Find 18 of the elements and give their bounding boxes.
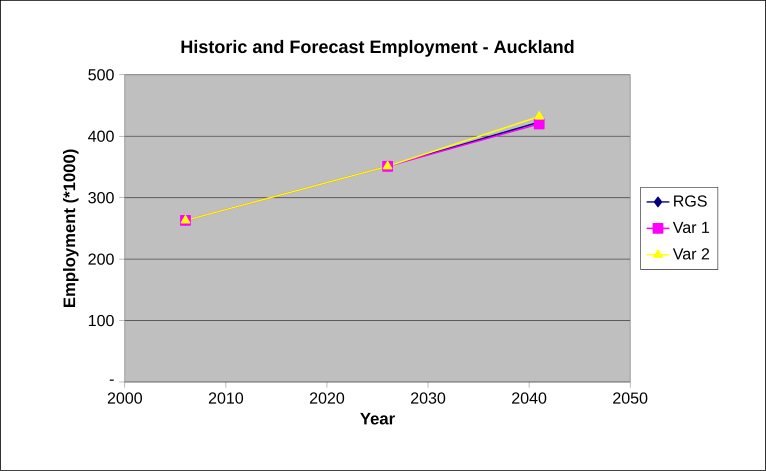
- y-tick-label: -: [110, 380, 114, 381]
- y-tick-label: 100: [88, 314, 114, 326]
- y-tick-label: 500: [88, 69, 114, 81]
- chart-title: Historic and Forecast Employment - Auckland: [182, 40, 574, 57]
- y-axis-title: Employment (*1000): [62, 150, 79, 308]
- x-tick-label: 2030: [411, 392, 446, 404]
- x-tick-label: 2020: [310, 392, 344, 404]
- legend-label: Var 2: [672, 248, 710, 260]
- y-tick-label: 400: [88, 130, 114, 142]
- x-tick-label: 2000: [108, 392, 142, 404]
- x-tick-label: 2010: [208, 392, 244, 404]
- y-tick-label: 200: [88, 254, 114, 265]
- legend-label: Var 1: [672, 222, 710, 234]
- legend-label: RGS: [674, 195, 707, 207]
- x-tick-label: 2050: [613, 392, 648, 404]
- y-tick-label: 300: [88, 192, 114, 204]
- x-axis-title: Year: [360, 413, 395, 425]
- x-tick-label: 2040: [512, 392, 546, 404]
